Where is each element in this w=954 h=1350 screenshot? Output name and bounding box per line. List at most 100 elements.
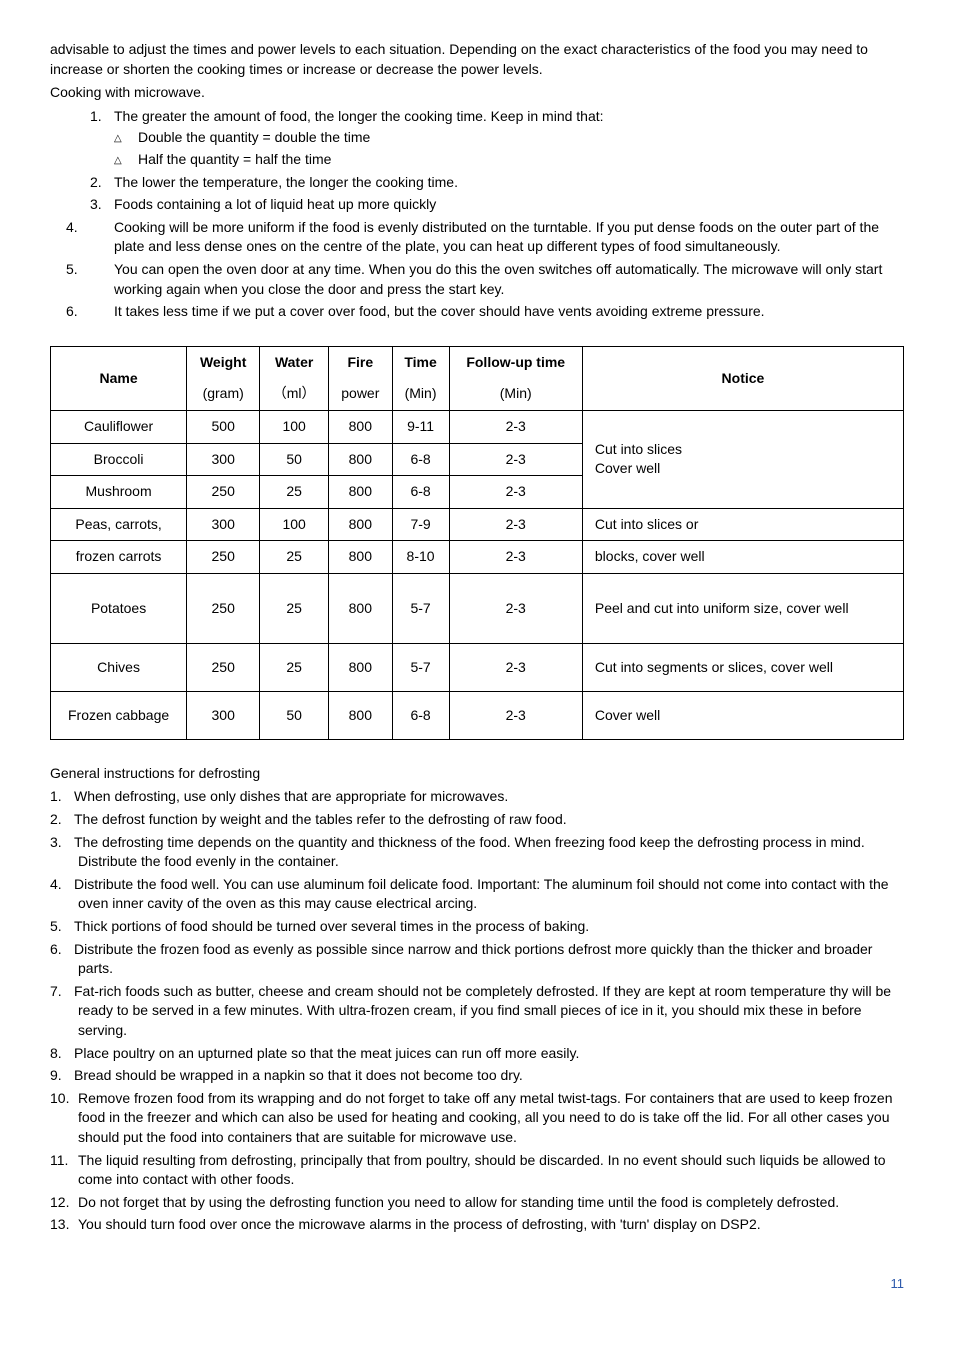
- list-number: 11.: [50, 1151, 78, 1171]
- table-row: Frozen cabbage 300 50 800 6-8 2-3 Cover …: [51, 691, 904, 739]
- th-weight-unit: (gram): [187, 378, 260, 410]
- defrost-item: 9.Bread should be wrapped in a napkin so…: [50, 1066, 904, 1086]
- intro-paragraph-2: Cooking with microwave.: [50, 83, 904, 103]
- list-number: 6.: [50, 940, 74, 960]
- list-number: 12.: [50, 1193, 78, 1213]
- th-time-unit: (Min): [392, 378, 449, 410]
- cell-name: Cauliflower: [51, 410, 187, 443]
- table-row: Potatoes 250 25 800 5-7 2-3 Peel and cut…: [51, 573, 904, 643]
- list-text: When defrosting, use only dishes that ar…: [74, 788, 508, 804]
- cell-notice: Cut into segments or slices, cover well: [582, 643, 903, 691]
- cell-follow: 2-3: [449, 541, 582, 574]
- list-text: Cooking will be more uniform if the food…: [114, 219, 879, 255]
- list-text: Remove frozen food from its wrapping and…: [78, 1090, 893, 1145]
- defrost-item: 8.Place poultry on an upturned plate so …: [50, 1044, 904, 1064]
- cell-weight: 500: [187, 410, 260, 443]
- triangle-icon: △: [114, 154, 138, 168]
- cooking-subitem: △Half the quantity = half the time: [114, 150, 904, 170]
- table-row: Peas, carrots, 300 100 800 7-9 2-3 Cut i…: [51, 508, 904, 541]
- list-number: 1.: [50, 787, 74, 807]
- cell-water: 25: [260, 476, 329, 509]
- defrost-item: 10.Remove frozen food from its wrapping …: [50, 1089, 904, 1148]
- th-notice: Notice: [582, 346, 903, 410]
- cell-time: 6-8: [392, 443, 449, 476]
- list-number: 6.: [90, 302, 114, 322]
- th-name: Name: [51, 346, 187, 410]
- list-number: 9.: [50, 1066, 74, 1086]
- intro-paragraph-1: advisable to adjust the times and power …: [50, 40, 904, 79]
- cell-fire: 800: [329, 410, 393, 443]
- table-header-row: Name Weight Water Fire Time Follow-up ti…: [51, 346, 904, 378]
- cell-fire: 800: [329, 643, 393, 691]
- list-number: 2.: [50, 810, 74, 830]
- list-text: Bread should be wrapped in a napkin so t…: [74, 1067, 523, 1083]
- cell-time: 8-10: [392, 541, 449, 574]
- list-text: You can open the oven door at any time. …: [114, 261, 882, 297]
- list-text: Distribute the frozen food as evenly as …: [74, 941, 872, 977]
- list-text: Place poultry on an upturned plate so th…: [74, 1045, 579, 1061]
- cooking-list: 1.The greater the amount of food, the lo…: [90, 107, 904, 322]
- cell-notice: Cut into slices or: [582, 508, 903, 541]
- cell-water: 100: [260, 410, 329, 443]
- cooking-subitem: △Double the quantity = double the time: [114, 128, 904, 148]
- sub-text: Half the quantity = half the time: [138, 151, 331, 167]
- sub-text: Double the quantity = double the time: [138, 129, 370, 145]
- defrost-item: 1.When defrosting, use only dishes that …: [50, 787, 904, 807]
- defrost-item: 5.Thick portions of food should be turne…: [50, 917, 904, 937]
- cooking-item-5: 5.You can open the oven door at any time…: [90, 260, 904, 299]
- cell-follow: 2-3: [449, 508, 582, 541]
- defrost-item: 3.The defrosting time depends on the qua…: [50, 833, 904, 872]
- cell-weight: 250: [187, 573, 260, 643]
- cell-time: 5-7: [392, 643, 449, 691]
- cell-follow: 2-3: [449, 443, 582, 476]
- cell-follow: 2-3: [449, 410, 582, 443]
- defrost-item: 6.Distribute the frozen food as evenly a…: [50, 940, 904, 979]
- cell-name: Chives: [51, 643, 187, 691]
- list-number: 1.: [90, 107, 114, 127]
- list-text: Distribute the food well. You can use al…: [74, 876, 889, 912]
- table-row: frozen carrots 250 25 800 8-10 2-3 block…: [51, 541, 904, 574]
- list-number: 13.: [50, 1215, 78, 1235]
- list-text: The defrost function by weight and the t…: [74, 811, 567, 827]
- cell-water: 100: [260, 508, 329, 541]
- cell-notice: Cut into slices Cover well: [582, 410, 903, 508]
- cell-name: Peas, carrots,: [51, 508, 187, 541]
- defrost-item: 2.The defrost function by weight and the…: [50, 810, 904, 830]
- cell-name: Potatoes: [51, 573, 187, 643]
- list-text: Foods containing a lot of liquid heat up…: [114, 196, 436, 212]
- table-row: Cauliflower 500 100 800 9-11 2-3 Cut int…: [51, 410, 904, 443]
- cell-weight: 300: [187, 443, 260, 476]
- cell-fire: 800: [329, 508, 393, 541]
- list-text: Thick portions of food should be turned …: [74, 918, 589, 934]
- defrost-item: 13.You should turn food over once the mi…: [50, 1215, 904, 1235]
- cell-name: Broccoli: [51, 443, 187, 476]
- cooking-item-3: 3.Foods containing a lot of liquid heat …: [90, 195, 904, 215]
- cell-fire: 800: [329, 476, 393, 509]
- cell-fire: 800: [329, 443, 393, 476]
- cooking-item-6: 6.It takes less time if we put a cover o…: [90, 302, 904, 322]
- list-number: 8.: [50, 1044, 74, 1064]
- cell-follow: 2-3: [449, 573, 582, 643]
- cell-time: 7-9: [392, 508, 449, 541]
- cell-name: frozen carrots: [51, 541, 187, 574]
- cell-follow: 2-3: [449, 691, 582, 739]
- cell-follow: 2-3: [449, 643, 582, 691]
- list-number: 7.: [50, 982, 74, 1002]
- page-number: 11: [50, 1275, 904, 1293]
- list-text: It takes less time if we put a cover ove…: [114, 303, 765, 319]
- list-number: 10.: [50, 1089, 78, 1109]
- list-number: 3.: [90, 195, 114, 215]
- list-number: 5.: [50, 917, 74, 937]
- list-number: 4.: [90, 218, 114, 238]
- cell-weight: 250: [187, 643, 260, 691]
- th-follow-unit: (Min): [449, 378, 582, 410]
- list-number: 5.: [90, 260, 114, 280]
- cell-water: 25: [260, 643, 329, 691]
- cooking-item-4: 4.Cooking will be more uniform if the fo…: [90, 218, 904, 257]
- cell-water: 25: [260, 541, 329, 574]
- cell-time: 9-11: [392, 410, 449, 443]
- list-number: 3.: [50, 833, 74, 853]
- list-text: Do not forget that by using the defrosti…: [78, 1194, 839, 1210]
- list-text: The greater the amount of food, the long…: [114, 108, 604, 124]
- cell-name: Mushroom: [51, 476, 187, 509]
